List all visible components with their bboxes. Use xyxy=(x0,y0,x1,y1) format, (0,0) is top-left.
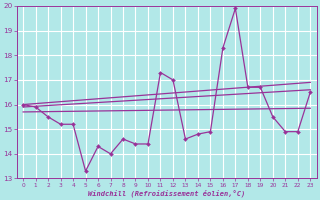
X-axis label: Windchill (Refroidissement éolien,°C): Windchill (Refroidissement éolien,°C) xyxy=(88,189,245,197)
